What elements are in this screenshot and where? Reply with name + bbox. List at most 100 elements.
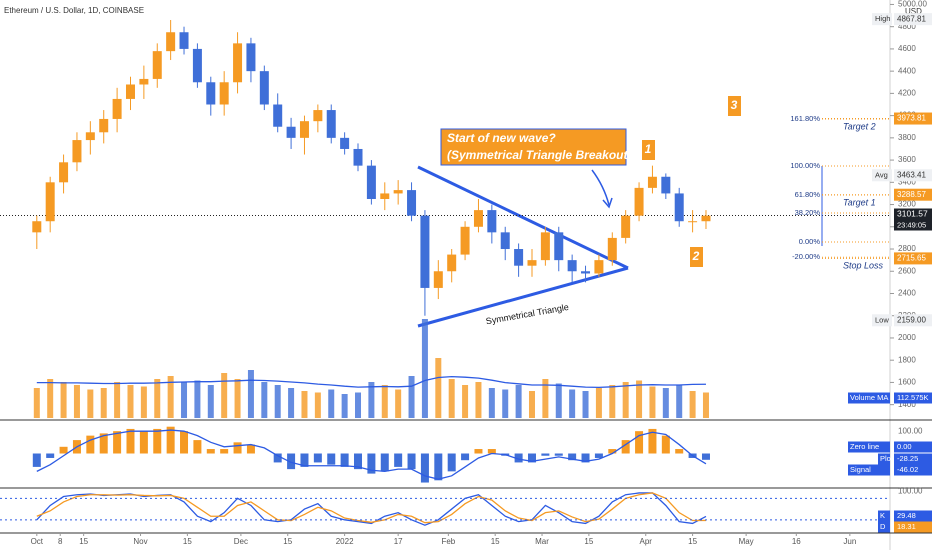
volume-bar [609,385,616,418]
price-tag-label: 4867.81 [897,14,926,23]
arrow [591,169,610,206]
volume-bar [114,382,121,418]
candle-body [326,110,336,138]
macd-bar [206,449,215,454]
candle-body [634,187,644,216]
target-label: Target 1 [843,197,876,207]
y-tick-label: 5000.00 [898,0,927,9]
wave-label: 2 [692,249,700,263]
macd-bar [568,453,577,461]
macd-bar [635,431,644,454]
x-tick-label: 16 [792,537,801,546]
y-tick-label: 4400 [898,66,916,75]
y-tick-label: 4200 [898,88,916,97]
indicator-value-bg [894,392,932,404]
candle-body [447,254,457,272]
trendline [417,165,629,270]
price-tag-label: 2159.00 [897,315,926,324]
candle-body [621,215,631,238]
y-tick-label: 2800 [898,244,916,253]
indicator-value-bg [894,441,932,453]
indicator-value: 0.00 [897,442,912,451]
price-tag [894,252,932,265]
volume-bar [448,379,455,418]
macd-bar [434,453,443,481]
candle-body [340,137,350,149]
volume-bar [528,391,535,418]
candle-body [139,78,149,85]
macd-bar [300,453,309,467]
candle-body [674,193,684,222]
candle-body [487,210,497,233]
macd-bar [675,449,684,454]
fib-label: 100.00% [790,161,820,170]
volume-bar [127,385,134,418]
indicator-value-bg [894,510,932,522]
candle-body [393,190,403,194]
x-tick-label: 15 [79,537,88,546]
y-tick-label: 3400 [898,177,916,186]
macd-bar [527,453,536,463]
indicator-value: -46.02 [897,465,918,474]
candle-body [219,82,229,105]
annotation-box [440,128,627,166]
macd-bar [380,453,389,472]
macd-bar [608,449,617,454]
candle-body [125,84,135,99]
volume-bar [475,382,482,418]
countdown: 23:49:05 [897,220,926,229]
indicator-name: Volume MA [850,393,888,402]
volume-bar [649,386,656,418]
volume-bar [47,379,54,418]
macd-bar [661,435,670,454]
volume-bar [595,388,602,418]
volume-bar [274,385,281,418]
macd-bar [461,453,470,461]
volume-bar [154,379,161,418]
indicator-value: 18.31 [897,522,916,531]
macd-bar [394,453,403,467]
volume-bar [341,394,348,418]
candle-body [527,260,537,266]
candle-body [701,215,711,222]
price-tag [894,112,932,125]
volume-bar [582,391,589,418]
indicator-name-bg [848,464,890,476]
indicator-name: Zero line [850,442,879,451]
fib-label: -20.00% [792,252,820,261]
macd-bar [313,453,322,463]
volume-bar [314,392,321,418]
indicator-value: -28.25 [897,454,918,463]
candle-body [273,104,283,127]
volume-bar [636,380,643,418]
volume-bar [234,379,241,418]
macd-signal-line [36,429,707,480]
volume-bar [247,370,254,418]
volume-bar [33,388,40,418]
indicator-name-bg [848,392,890,404]
volume-bar [542,379,549,418]
wave-box [642,140,655,160]
candle-body [59,162,69,183]
indicator-name: K [880,511,885,520]
indicator-name-bg [878,510,890,522]
volume-bar [355,392,362,418]
price-tag [894,314,932,327]
candle-body [514,249,524,266]
candle-body [581,271,591,274]
candle-body [554,232,564,261]
macd-bar [581,453,590,463]
macd-bar [99,433,108,454]
macd-bar [246,444,255,454]
volume-bar [381,385,388,418]
macd-bar [166,426,175,454]
macd-bar [46,453,55,458]
indicator-name: Signal [850,465,871,474]
volume-bar [221,373,228,418]
candle-body [540,232,550,261]
candle-body [246,43,256,72]
chart-title: Ethereum / U.S. Dollar, 1D, COINBASE [4,6,144,15]
candle-body [607,237,617,261]
macd-bar [86,435,95,454]
